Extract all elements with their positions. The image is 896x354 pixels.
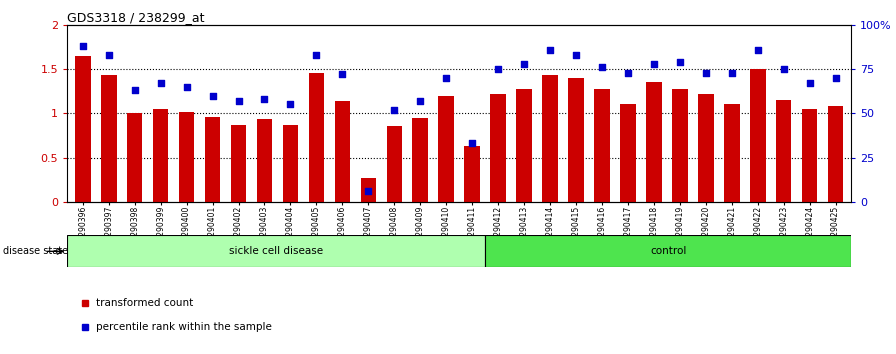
Text: percentile rank within the sample: percentile rank within the sample — [97, 322, 272, 332]
Point — [543, 47, 557, 52]
Bar — [646, 82, 661, 202]
Bar — [750, 69, 765, 202]
Text: control: control — [650, 246, 686, 256]
Point — [283, 102, 297, 107]
Point — [413, 98, 427, 104]
Point — [257, 96, 271, 102]
Bar — [205, 117, 220, 202]
Bar — [620, 104, 636, 202]
Bar — [464, 146, 480, 202]
Bar — [308, 74, 324, 202]
Point — [439, 75, 453, 81]
Bar — [334, 101, 350, 202]
Text: disease state: disease state — [3, 246, 68, 256]
Bar — [412, 118, 428, 202]
Bar — [231, 125, 246, 202]
Bar — [776, 100, 791, 202]
Point — [673, 59, 687, 65]
Point — [153, 80, 168, 86]
Bar — [257, 120, 272, 202]
Bar — [542, 75, 558, 202]
Bar — [828, 106, 843, 202]
Point — [387, 107, 401, 113]
Point — [335, 72, 349, 77]
Point — [777, 66, 791, 72]
Bar — [486, 235, 851, 267]
Point — [829, 75, 843, 81]
Bar — [698, 94, 713, 202]
Bar — [282, 125, 298, 202]
Bar — [490, 94, 506, 202]
Bar — [438, 96, 454, 202]
Point — [569, 52, 583, 58]
Point — [491, 66, 505, 72]
Point — [595, 64, 609, 70]
Point — [465, 141, 479, 146]
Point — [75, 43, 90, 49]
Bar — [179, 112, 194, 202]
Point — [361, 188, 375, 194]
Point — [751, 47, 765, 52]
Point — [205, 93, 220, 98]
Bar — [568, 78, 584, 202]
Text: GDS3318 / 238299_at: GDS3318 / 238299_at — [67, 11, 204, 24]
Bar — [153, 109, 168, 202]
Bar — [672, 88, 687, 202]
Bar — [594, 88, 610, 202]
Point — [725, 70, 739, 75]
Bar — [101, 75, 116, 202]
Point — [179, 84, 194, 90]
Point — [101, 52, 116, 58]
Bar — [75, 56, 90, 202]
Bar — [724, 104, 739, 202]
Point — [127, 87, 142, 93]
Bar — [802, 109, 817, 202]
Point — [309, 52, 323, 58]
Bar — [67, 235, 486, 267]
Bar — [516, 89, 532, 202]
Point — [517, 61, 531, 67]
Point — [621, 70, 635, 75]
Point — [647, 61, 661, 67]
Point — [231, 98, 246, 104]
Text: transformed count: transformed count — [97, 298, 194, 308]
Bar — [386, 126, 402, 202]
Text: sickle cell disease: sickle cell disease — [229, 246, 323, 256]
Point — [803, 80, 817, 86]
Bar — [360, 178, 376, 202]
Bar — [127, 113, 142, 202]
Point — [699, 70, 713, 75]
